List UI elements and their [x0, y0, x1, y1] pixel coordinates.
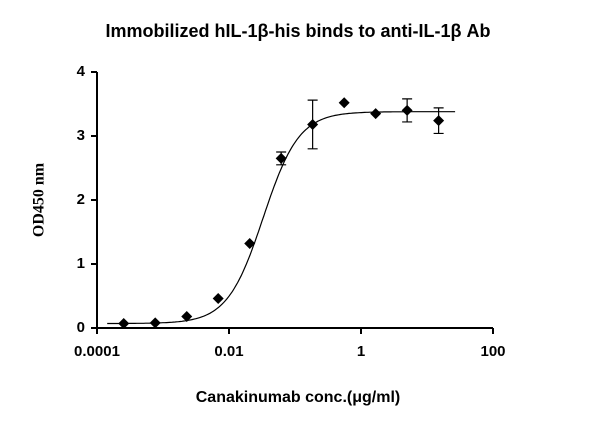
- data-point: [433, 115, 445, 127]
- y-tick-label: 4: [77, 63, 86, 80]
- y-tick-label: 2: [77, 191, 85, 208]
- x-axis-label: Canakinumab conc.(μg/ml): [196, 389, 400, 406]
- data-point: [118, 318, 130, 330]
- data-point: [181, 310, 193, 322]
- data-point: [212, 293, 224, 305]
- x-tick-label: 1: [357, 343, 365, 360]
- data-point: [275, 152, 287, 164]
- data-point: [401, 104, 413, 116]
- y-axis-label: OD450 nm: [31, 162, 48, 237]
- data-point: [370, 108, 382, 120]
- x-tick-label: 100: [480, 343, 505, 360]
- x-tick-label: 0.0001: [74, 343, 120, 360]
- x-tick-label: 0.01: [214, 343, 243, 360]
- chart-title: Immobilized hIL-1β-his binds to anti-IL-…: [106, 21, 491, 41]
- data-point: [338, 97, 350, 109]
- y-tick-label: 0: [77, 319, 85, 336]
- y-tick-label: 1: [77, 255, 85, 272]
- data-point: [307, 118, 319, 130]
- data-point: [244, 238, 256, 250]
- fit-curve: [107, 111, 456, 325]
- y-tick-label: 3: [77, 127, 85, 144]
- data-point: [149, 317, 161, 329]
